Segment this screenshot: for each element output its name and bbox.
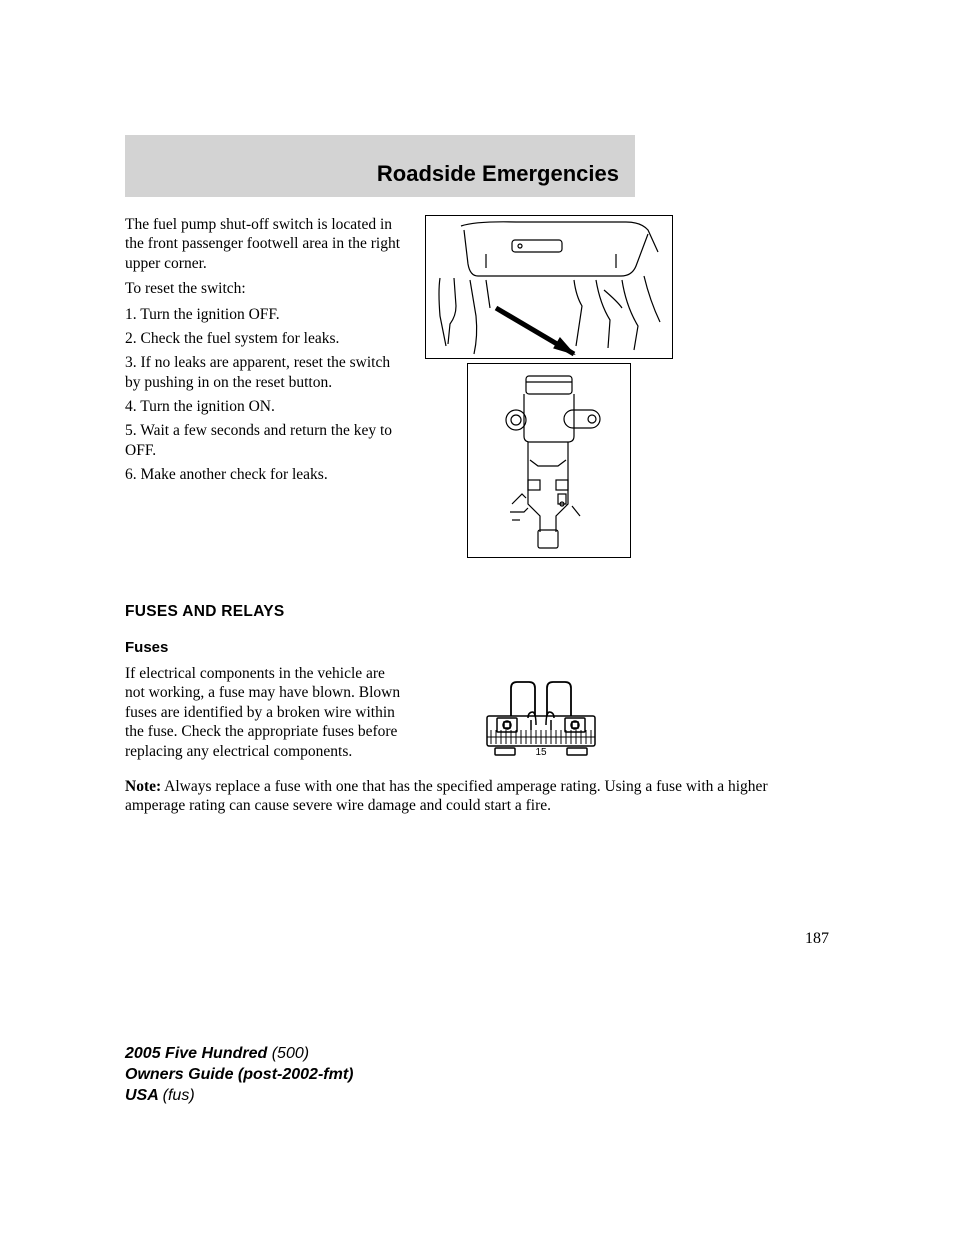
reset-intro: To reset the switch:	[125, 279, 405, 298]
step-4: 4. Turn the ignition ON.	[125, 397, 405, 416]
chapter-title: Roadside Emergencies	[377, 161, 619, 187]
step-2: 2. Check the fuel system for leaks.	[125, 329, 405, 348]
footer: 2005 Five Hundred (500) Owners Guide (po…	[125, 1044, 353, 1106]
footer-line-2: Owners Guide (post-2002-fmt)	[125, 1065, 353, 1086]
intro-paragraph: The fuel pump shut-off switch is located…	[125, 215, 405, 273]
note-label: Note:	[125, 778, 161, 795]
switch-section: The fuel pump shut-off switch is located…	[125, 215, 829, 558]
footer-region: USA	[125, 1087, 163, 1104]
fuses-body: If electrical components in the vehicle …	[125, 664, 405, 761]
switch-text-column: The fuel pump shut-off switch is located…	[125, 215, 405, 558]
footwell-location-diagram	[425, 215, 673, 359]
fuses-subheading: Fuses	[125, 639, 829, 656]
switch-diagram-column	[425, 215, 673, 558]
fuse-diagram: 15	[481, 672, 601, 752]
fuse-note: Note: Always replace a fuse with one tha…	[125, 777, 829, 816]
fuses-relays-heading: FUSES AND RELAYS	[125, 603, 829, 621]
step-3: 3. If no leaks are apparent, reset the s…	[125, 353, 405, 392]
chapter-header-bar: Roadside Emergencies	[125, 135, 635, 197]
footer-model-code: (500)	[272, 1045, 309, 1062]
page-number: 187	[805, 930, 829, 948]
shutoff-switch-diagram	[467, 363, 631, 558]
footer-model: 2005 Five Hundred	[125, 1045, 272, 1062]
step-5: 5. Wait a few seconds and return the key…	[125, 421, 405, 460]
step-1: 1. Turn the ignition OFF.	[125, 305, 405, 324]
fuses-text-column: If electrical components in the vehicle …	[125, 664, 405, 767]
footer-region-code: (fus)	[163, 1087, 195, 1104]
note-body: Always replace a fuse with one that has …	[125, 778, 768, 814]
page: Roadside Emergencies The fuel pump shut-…	[0, 0, 954, 1235]
fuses-section: If electrical components in the vehicle …	[125, 664, 829, 767]
footer-guide: Owners Guide (post-2002-fmt)	[125, 1066, 353, 1083]
footer-line-3: USA (fus)	[125, 1086, 353, 1107]
step-6: 6. Make another check for leaks.	[125, 465, 405, 484]
fuse-amperage-label: 15	[535, 747, 547, 758]
content-area: The fuel pump shut-off switch is located…	[125, 215, 829, 816]
footer-line-1: 2005 Five Hundred (500)	[125, 1044, 353, 1065]
